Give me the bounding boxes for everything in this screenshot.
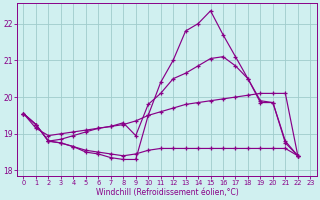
X-axis label: Windchill (Refroidissement éolien,°C): Windchill (Refroidissement éolien,°C): [96, 188, 238, 197]
